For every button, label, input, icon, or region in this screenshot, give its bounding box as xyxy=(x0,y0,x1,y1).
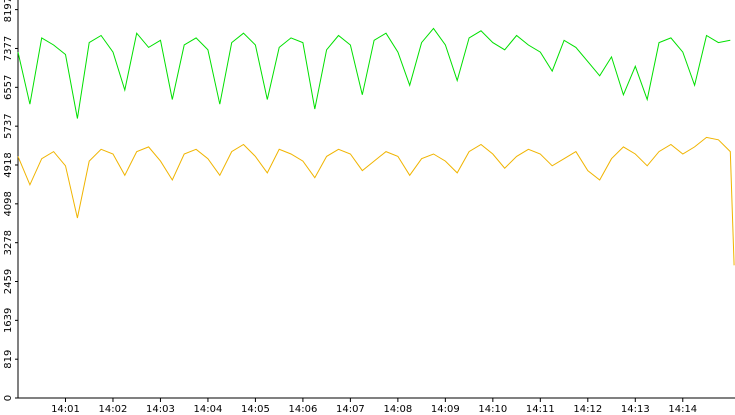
y-tick-label: 5737 xyxy=(3,113,14,138)
y-tick-label: 819 xyxy=(3,350,14,369)
y-tick-label: 4918 xyxy=(3,152,14,177)
series-line xyxy=(17,136,735,266)
series-line xyxy=(17,27,731,119)
x-tick-label: 14:03 xyxy=(146,404,175,415)
x-tick-label: 14:11 xyxy=(526,404,555,415)
x-tick-label: 14:09 xyxy=(431,404,460,415)
x-tick-label: 14:08 xyxy=(383,404,412,415)
x-tick-label: 14:13 xyxy=(621,404,650,415)
x-tick-label: 14:01 xyxy=(51,404,80,415)
x-tick-label: 14:06 xyxy=(288,404,317,415)
y-tick-label: 1639 xyxy=(3,308,14,333)
x-tick-label: 14:07 xyxy=(336,404,365,415)
y-tick-label: 2459 xyxy=(3,269,14,294)
x-tick-label: 14:05 xyxy=(241,404,270,415)
y-tick-label: 0 xyxy=(3,395,14,401)
y-tick-label: 8197 xyxy=(3,0,14,22)
x-tick-label: 14:04 xyxy=(194,404,223,415)
y-tick-label: 6557 xyxy=(3,75,14,100)
x-tick-label: 14:02 xyxy=(99,404,128,415)
x-tick-label: 14:12 xyxy=(573,404,602,415)
x-tick-label: 14:14 xyxy=(668,404,697,415)
y-tick-label: 4098 xyxy=(3,191,14,216)
y-tick-label: 7377 xyxy=(3,36,14,61)
x-tick-label: 14:10 xyxy=(478,404,507,415)
y-tick-label: 3278 xyxy=(3,230,14,255)
